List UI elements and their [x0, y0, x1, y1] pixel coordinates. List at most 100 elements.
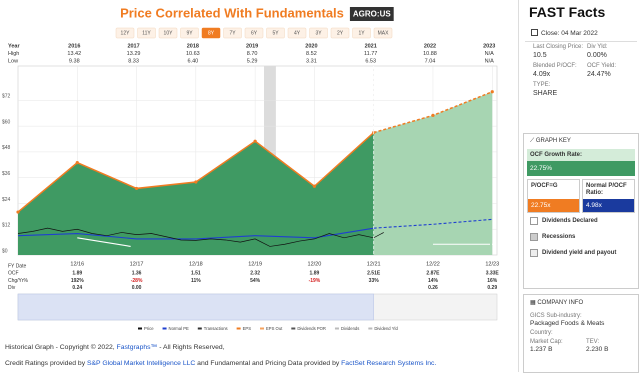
table-cell: 2020 — [305, 43, 317, 49]
chart-title: Price Correlated With Fundamentals — [120, 5, 344, 20]
fact-value: 4.09x — [533, 71, 551, 78]
range-button[interactable] — [158, 27, 178, 39]
row-cell: 2.87E — [426, 271, 440, 277]
link[interactable]: S&P Global Market Intelligence LLC — [86, 360, 196, 367]
growth-value: 22.75% — [527, 161, 635, 176]
legend-label: Dividend Yld — [374, 326, 398, 331]
range-button[interactable] — [223, 27, 242, 39]
table-cell: 10.63 — [186, 51, 200, 57]
range-button[interactable] — [266, 27, 285, 39]
range-label: MAX — [378, 31, 390, 37]
fact-label: Blended P/OCF: — [533, 63, 577, 69]
calendar-icon — [531, 29, 538, 36]
footer-text: and Fundamental and Pricing Data provide… — [195, 360, 342, 367]
table-cell: 11.77 — [364, 51, 377, 57]
legend-swatch — [138, 327, 142, 330]
table-cell: 13.29 — [127, 51, 141, 57]
close-date: Close: 04 Mar 2022 — [531, 29, 598, 37]
line — [17, 218, 493, 240]
range-button[interactable] — [309, 27, 328, 39]
footer-text: Credit Ratings provided by — [5, 360, 87, 367]
sidebar: FAST Facts Close: 04 Mar 2022 Last Closi… — [518, 0, 640, 373]
range-label: 5Y — [272, 31, 279, 37]
range-button[interactable] — [244, 27, 264, 39]
table-cell: 8.52 — [306, 51, 317, 57]
footer: Historical Graph - Copyright © 2022, Fas… — [5, 340, 436, 372]
table-cell: 10.88 — [423, 51, 437, 57]
range-button[interactable] — [373, 27, 393, 39]
range-button[interactable] — [330, 27, 350, 39]
range-button[interactable] — [137, 27, 156, 39]
point — [134, 186, 139, 191]
range-button[interactable] — [180, 27, 199, 39]
info-cell: Market Cap: 1.237 B — [524, 336, 580, 353]
row-cell: 2.32 — [250, 271, 260, 277]
key-item: Recessions — [524, 229, 638, 245]
point — [75, 161, 79, 165]
row-cell: 3.33E — [486, 271, 500, 277]
legend-label: Dividends POR — [297, 326, 326, 331]
key-text: Dividends Declared — [542, 218, 598, 224]
info-label: Country: — [530, 330, 553, 336]
table-cell: 6.53 — [365, 58, 376, 64]
legend-swatch — [291, 327, 296, 330]
line — [17, 227, 384, 247]
key-item: Dividend yield and payout — [524, 245, 638, 261]
fact-label: OCF Yield: — [587, 63, 617, 69]
table-row-label: Year — [8, 43, 20, 49]
fact: Div Yld: 0.00% — [587, 44, 639, 59]
row-cell: 1.51 — [191, 271, 201, 277]
range-label: 1Y — [358, 31, 365, 37]
row-cell: 16% — [487, 278, 498, 284]
row-cell: -28% — [131, 278, 143, 284]
link[interactable]: FactSet Research Systems Inc. — [341, 360, 437, 367]
facts-title: FAST Facts — [529, 4, 606, 20]
point — [16, 210, 20, 214]
normal-value: 4.98x — [583, 199, 634, 212]
row-cell: 0.00 — [132, 285, 142, 291]
info-row: Market Cap: 1.237 B TEV: 2.230 B — [524, 336, 638, 353]
range-button[interactable] — [201, 27, 221, 39]
chart-area: Price Correlated With Fundamentals AGRO:U… — [2, 5, 500, 331]
company-title: ▦ COMPANY INFO — [524, 295, 638, 310]
legend-swatch — [260, 327, 265, 330]
legend-swatch — [236, 327, 241, 330]
divider — [525, 41, 637, 42]
company-title-text: COMPANY INFO — [537, 300, 584, 306]
info-cell: TEV: 2.230 B — [580, 336, 614, 353]
range-label: 4Y — [294, 31, 301, 37]
ticker: AGRO:US — [353, 10, 391, 19]
x-tick-label: 12/22 — [426, 261, 440, 267]
key-text: Dividend yield and payout — [542, 250, 617, 256]
x-tick-label: 12/20 — [308, 261, 322, 267]
normal-label: Normal P/OCF Ratio: — [586, 183, 627, 196]
table-cell: 2023 — [483, 43, 495, 49]
legend-swatch — [368, 327, 373, 330]
range-label: 12Y — [121, 31, 131, 37]
footer-line: Historical Graph - Copyright © 2022, Fas… — [5, 340, 436, 356]
row-label: Div — [8, 285, 16, 291]
fact-value: 0.00% — [587, 52, 607, 59]
table-cell: 5.29 — [247, 58, 258, 64]
link[interactable]: Fastgraphs™ — [116, 344, 158, 351]
range-button[interactable] — [287, 27, 307, 39]
range-button[interactable] — [352, 27, 371, 39]
row-cell: 192% — [71, 278, 84, 284]
row-cell: 1.89 — [72, 271, 82, 277]
table-cell: 8.33 — [128, 58, 139, 64]
graph-key-title: ⟋ GRAPH KEY — [524, 134, 638, 149]
range-label: 8Y — [208, 31, 215, 37]
fact: OCF Yield: 24.47% — [587, 63, 639, 78]
table-cell: 13.42 — [67, 51, 81, 57]
fact: TYPE: SHARE — [533, 82, 587, 97]
row-label: FY Date — [8, 263, 26, 269]
table-cell: 8.70 — [247, 51, 258, 57]
range-label: 3Y — [315, 31, 322, 37]
table-cell: 2018 — [187, 43, 199, 49]
legend-swatch — [334, 327, 339, 330]
range-button[interactable] — [115, 27, 135, 39]
line — [77, 237, 497, 247]
info-label: GICS Sub-industry: — [530, 313, 582, 319]
key-icon — [530, 233, 538, 241]
legend-label: Transactions — [204, 326, 228, 331]
